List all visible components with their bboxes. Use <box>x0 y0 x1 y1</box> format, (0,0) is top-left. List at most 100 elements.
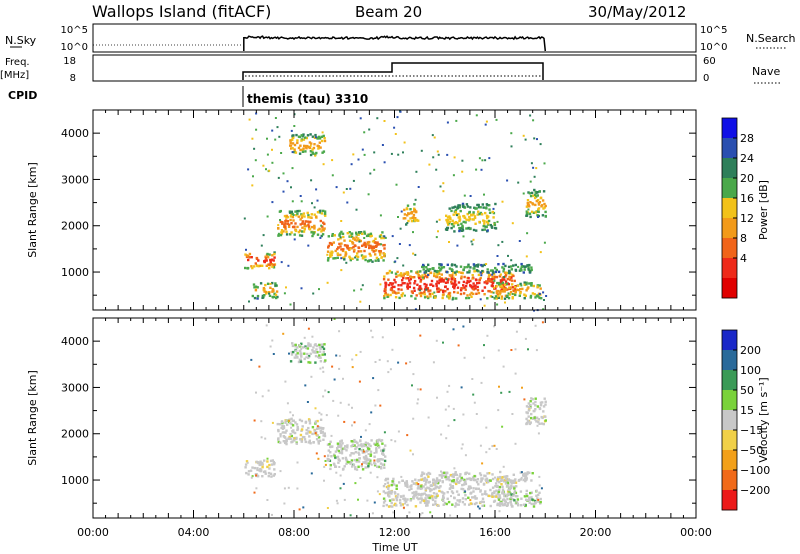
echo-cell <box>277 224 280 227</box>
echo-cell <box>384 455 387 458</box>
echo-cell <box>417 273 420 277</box>
echo-cell <box>461 497 465 500</box>
echo-cell <box>286 402 289 405</box>
echo-cell <box>312 441 315 444</box>
echo-cell <box>422 485 425 488</box>
echo-cell <box>279 233 283 237</box>
echo-cell <box>507 478 511 481</box>
echo-cell <box>414 308 417 311</box>
echo-cell <box>378 250 381 253</box>
echo-cell <box>295 214 298 217</box>
power-cbar-label: Power [dB] <box>757 180 770 240</box>
echo-cell <box>527 266 530 269</box>
echo-cell <box>359 117 362 120</box>
echo-cell <box>334 249 337 253</box>
echo-cell <box>483 293 486 296</box>
echo-cell <box>271 459 274 462</box>
echo-cell <box>247 258 250 262</box>
echo-cell <box>439 268 443 271</box>
echo-cell <box>459 289 463 292</box>
echo-cell <box>292 350 295 354</box>
echo-cell <box>294 222 297 225</box>
echo-cell <box>494 485 497 488</box>
echo-cell <box>267 471 271 475</box>
echo-cell <box>461 483 464 487</box>
echo-cell <box>437 287 440 290</box>
echo-cell <box>452 174 455 177</box>
echo-cell <box>468 269 471 272</box>
echo-cell <box>276 126 279 129</box>
echo-cell <box>268 292 270 295</box>
echo-cell <box>288 223 291 226</box>
echo-cell <box>310 213 313 216</box>
echo-cell <box>293 238 296 241</box>
echo-cell <box>352 250 356 253</box>
echo-cell <box>529 114 532 117</box>
echo-cell <box>466 294 469 297</box>
echo-cell <box>460 222 463 226</box>
echo-cell <box>411 276 414 279</box>
echo-cell <box>486 223 490 226</box>
echo-cell <box>381 144 384 146</box>
echo-cell <box>384 284 387 287</box>
echo-cell <box>424 489 427 492</box>
echo-cell <box>260 463 264 466</box>
echo-cell <box>461 487 465 491</box>
echo-cell <box>531 398 534 401</box>
echo-cell <box>514 268 517 272</box>
echo-cell <box>376 442 379 445</box>
velocity-color-swatch <box>722 330 737 351</box>
echo-cell <box>445 437 448 440</box>
echo-cell <box>350 232 353 235</box>
power-color-swatch <box>722 238 737 259</box>
echo-cell <box>351 242 354 245</box>
echo-cell <box>291 344 295 348</box>
echo-cell <box>268 169 271 172</box>
echo-cell <box>390 501 393 505</box>
echo-cell <box>379 404 382 407</box>
echo-cell <box>336 442 340 445</box>
echo-cell <box>288 435 291 439</box>
echo-cell <box>509 479 512 482</box>
echo-cell <box>307 441 310 444</box>
echo-cell <box>369 462 372 465</box>
echo-cell <box>369 450 373 453</box>
echo-cell <box>340 242 343 245</box>
power-tick-label: 24 <box>740 152 754 165</box>
echo-cell <box>497 478 500 481</box>
echo-cell <box>491 273 494 276</box>
echo-cell <box>483 281 486 284</box>
echo-cell <box>362 255 365 258</box>
echo-cell <box>508 286 511 289</box>
echo-cell <box>429 487 432 491</box>
echo-cell <box>472 282 475 285</box>
echo-cell <box>435 282 438 286</box>
echo-cell <box>418 289 421 292</box>
echo-cell <box>405 482 409 485</box>
echo-cell <box>386 477 390 481</box>
echo-cell <box>521 386 523 389</box>
echo-cell <box>444 290 447 293</box>
echo-cell <box>445 218 448 222</box>
echo-cell <box>296 461 299 464</box>
echo-cell <box>528 263 531 267</box>
echo-cell <box>447 477 450 481</box>
echo-cell <box>511 283 514 286</box>
echo-cell <box>372 246 376 250</box>
echo-cell <box>438 486 441 489</box>
echo-cell <box>315 433 318 436</box>
echo-cell <box>350 461 353 464</box>
echo-cell <box>268 253 271 256</box>
echo-cell <box>268 291 271 294</box>
echo-cell <box>376 117 379 120</box>
echo-cell <box>538 484 541 487</box>
echo-cell <box>488 290 491 293</box>
echo-cell <box>523 495 527 498</box>
echo-cell <box>378 438 381 441</box>
echo-cell <box>338 367 341 370</box>
echo-cell <box>434 496 437 500</box>
echo-cell <box>264 257 268 260</box>
echo-cell <box>423 296 427 299</box>
echo-cell <box>291 138 294 142</box>
echo-cell <box>383 294 386 298</box>
